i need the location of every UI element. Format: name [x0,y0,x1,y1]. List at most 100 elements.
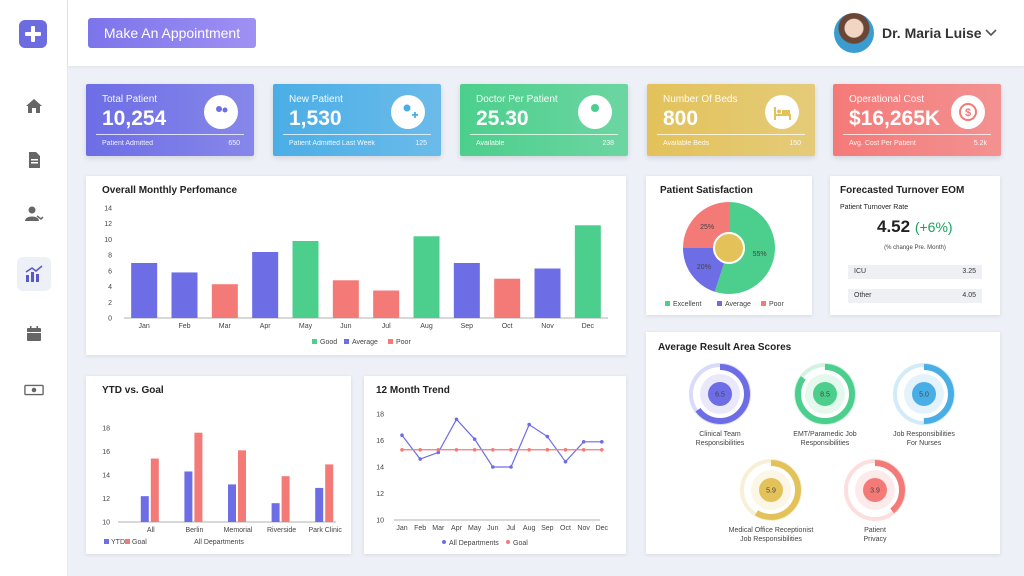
x-tick-label: Dec [596,525,609,532]
y-tick-label: 10 [102,520,110,527]
x-tick-label: Dec [582,323,595,330]
gauge-label: Job Responsibilities [740,536,802,543]
stat-value: 10,254 [102,107,167,130]
user-name[interactable]: Dr. Maria Luise [882,25,982,41]
sidebar [0,0,68,576]
make-appointment-button[interactable]: Make An Appointment [88,18,256,48]
bar-goal-all [150,458,159,522]
pie-center [713,232,745,264]
legend-swatch [506,540,510,544]
legend-swatch [665,301,670,306]
x-tick-label: Mar [432,525,445,532]
x-tick-label: Aug [420,323,433,330]
legend-label: Excellent [673,301,701,308]
chevron-down-icon[interactable] [984,28,998,38]
bar-goal-riverside [281,476,290,522]
gauge-medical-office-receptionist: 5.9 Medical Office Receptionist Job Respon… [729,459,814,543]
point-goal [454,447,459,452]
bar-goal-memorial [238,450,246,522]
stat-divider [843,134,991,135]
stat-sub-value: 5.2k [973,140,987,147]
user-avatar[interactable] [834,13,874,53]
x-tick-label: Sep [541,525,554,532]
point-goal [418,447,422,452]
point-goal [436,447,441,452]
legend-swatch [761,301,766,306]
bar-sep [453,263,480,318]
legend-label: Good [320,339,337,346]
point-all-departments [509,465,513,469]
gauge-label: EMT/Paramedic Job [793,431,857,438]
stat-divider [96,134,244,135]
gauge-label: Clinical Team [699,431,741,438]
gauge-label: Job Responsibilities [893,431,955,438]
stat-sub-label: Avg. Cost Per Patient [849,140,916,147]
point-goal [581,447,586,452]
bar-jul [373,290,400,318]
bar-feb [171,272,198,318]
x-tick-label: Jul [507,525,516,532]
trend-line-chart: 10 12 14 16 18 Jan Feb Mar Apr May Jun Jul Aug Sep Oct… [376,412,609,548]
stat-sub-value: 238 [602,140,614,147]
legend-label: YTD: [111,539,127,546]
legend-swatch [388,339,393,344]
document-icon[interactable] [17,143,51,177]
panel-title: 12 Month Trend [376,385,450,396]
bar-jan [131,263,158,318]
gauge-value: 6.5 [715,392,725,399]
x-tick-label: Apr [451,525,463,532]
logo-plus-icon[interactable] [19,20,47,48]
x-tick-label: Jun [340,323,351,330]
stat-card-operational-cost[interactable]: Operational Cost $16,265K $ Avg. Cost Per P… [833,84,1001,156]
bar-goal-berlin [194,432,203,522]
stat-label: Operational Cost [849,94,925,105]
stat-card-new-patient[interactable]: New Patient 1,530 Patient Admitted Last We… [273,84,441,156]
gauge-emt-paramedic-job: 8.5 EMT/Paramedic Job Responsibilities [793,363,857,447]
gauge-value: 5.9 [766,488,776,495]
gauge-clinical-team: 6.5 Clinical Team Responsibilities [689,363,751,447]
home-icon[interactable] [17,89,51,123]
legend-label: Average [352,339,378,346]
row-label: Other [854,292,872,299]
pie-slice-label: 25% [700,224,714,231]
stat-sub-value: 150 [789,140,801,147]
gauge-core [759,478,783,502]
stat-card-total-patient[interactable]: Total Patient 10,254 Patient Admitted 650 [86,84,254,156]
stat-value: 1,530 [289,107,342,130]
gauge-arc [795,364,855,424]
bar-ytd-park-clinic [315,487,324,522]
stat-card-number-of-beds[interactable]: Number Of Beds 800 Available Beds 150 [647,84,815,156]
x-tick-label: Mar [219,323,232,330]
y-tick-label: 16 [376,438,384,445]
monthly-performance-panel: Overall Monthly Perfomance 0 2 4 6 8 10 12 14 Ja… [86,176,626,355]
x-tick-label: Park Clinic [308,527,342,534]
bar-oct [494,278,521,318]
stat-card-doctor-per-patient[interactable]: Doctor Per Patient 25.30 Available 238 [460,84,628,156]
satisfaction-pie-chart: 55% 20% 25% Excellent Average Poor [665,202,784,308]
bar-dec [574,225,601,318]
calendar-icon[interactable] [17,317,51,351]
turnover-value: 4.52 [877,217,911,236]
gauge-arc [845,460,905,520]
y-tick-label: 14 [104,206,112,213]
point-goal [400,447,404,452]
y-tick-label: 12 [102,496,110,503]
gauge-label: Privacy [864,536,887,543]
legend-swatch [344,339,349,344]
legend-swatch [125,539,130,544]
legend-swatch [442,540,446,544]
gauge-patient: 3.9 Patient Privacy [844,459,906,543]
trend-panel: 12 Month Trend 10 12 14 16 18 Jan Feb Mar Apr May… [364,376,626,554]
ytd-goal-panel: YTD vs. Goal 10 12 14 16 18 All Berlin Memorial… [86,376,351,554]
patient-icon[interactable] [17,197,51,231]
doctor-icon [578,95,621,129]
gauge-label: Medical Office Receptionist [729,527,814,534]
top-header: Make An Appointment Dr. Maria Luise [68,0,1024,66]
billing-icon[interactable] [17,373,51,407]
panel-title: YTD vs. Goal [102,385,164,396]
gauge-job-responsibilities: 5.0 Job Responsibilities For Nurses [893,363,955,447]
analytics-icon[interactable] [17,257,51,291]
x-tick-label: Nov [541,323,554,330]
turnover-change: (+6%) [914,219,953,235]
turnover-row-icu: ICU 3.25 [848,265,982,279]
